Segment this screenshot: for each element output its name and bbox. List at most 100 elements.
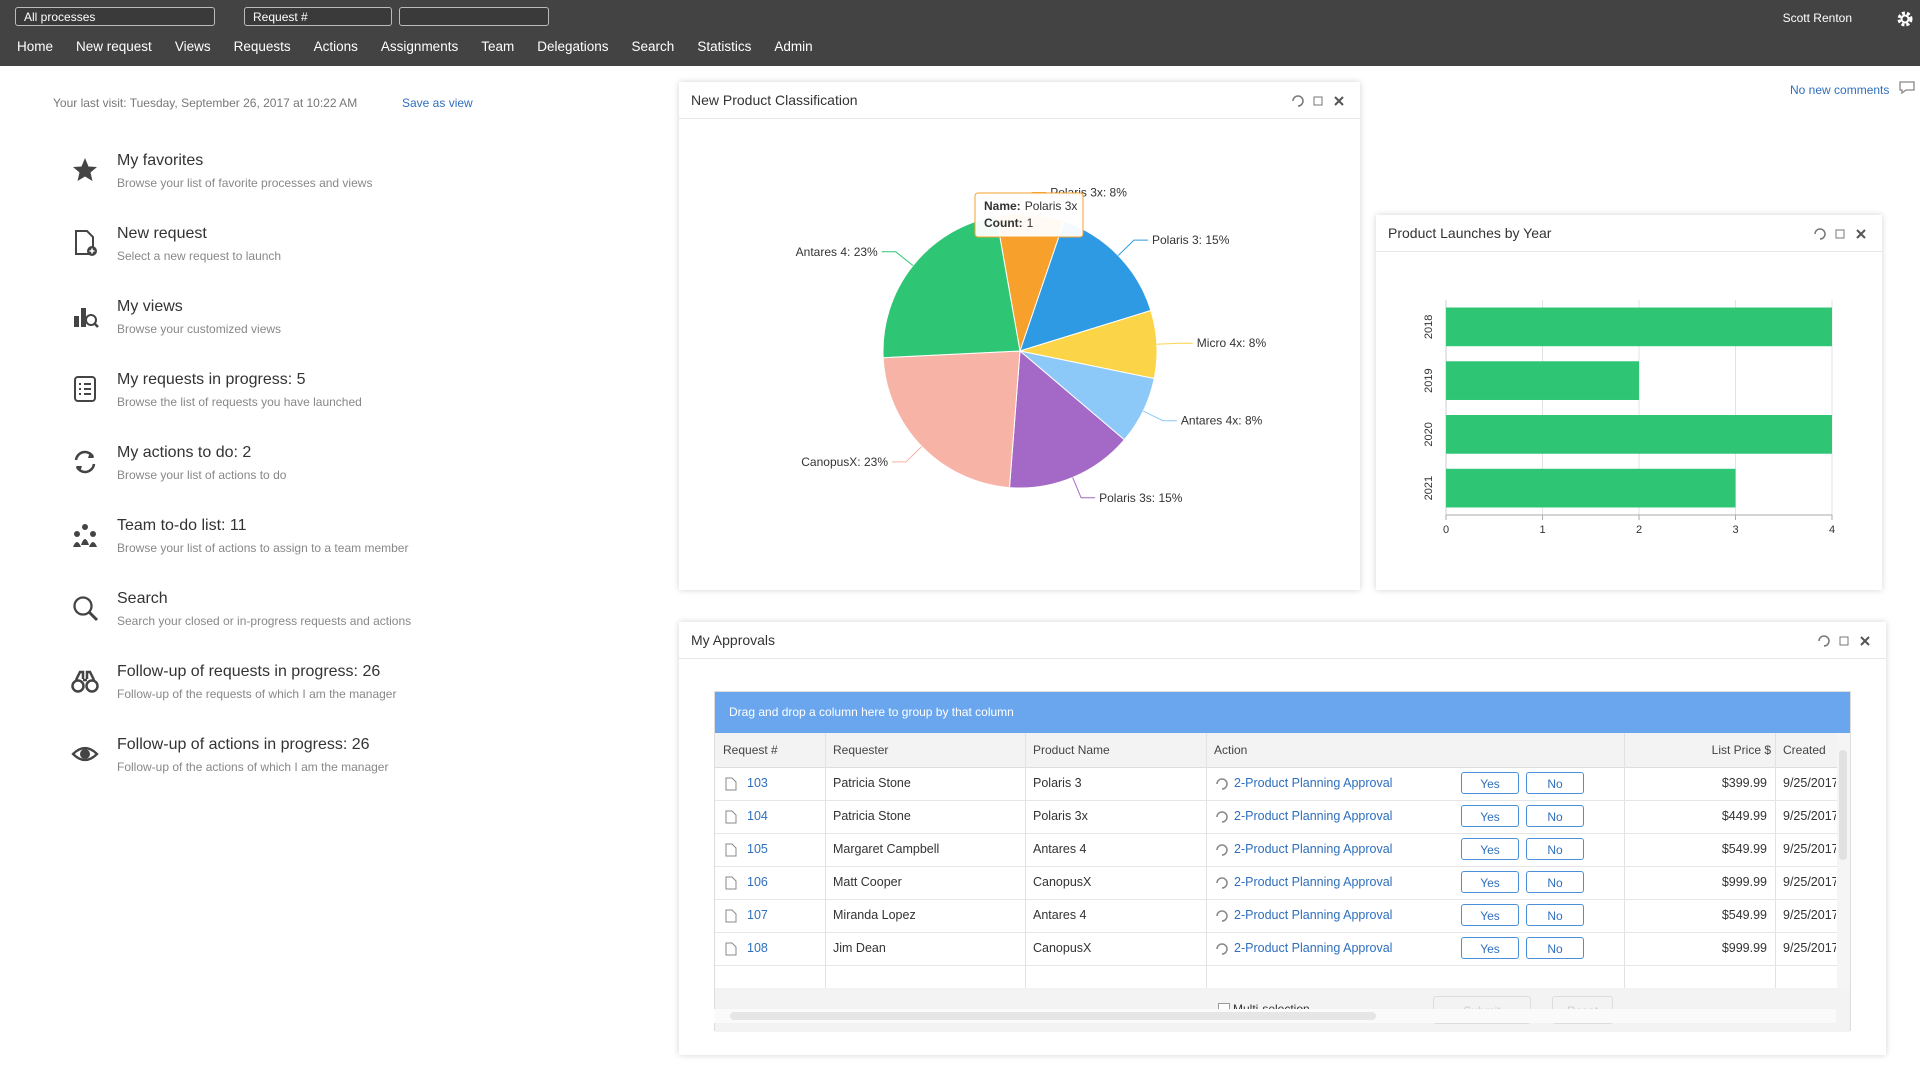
- no-button[interactable]: No: [1526, 937, 1584, 959]
- no-button[interactable]: No: [1526, 871, 1584, 893]
- menu-item[interactable]: New request Select a new request to launc…: [117, 225, 281, 263]
- menu-icon: [73, 596, 99, 622]
- icon-shape: [1216, 877, 1228, 889]
- action-link[interactable]: 2-Product Planning Approval: [1234, 908, 1393, 922]
- nav-item[interactable]: Assignments: [380, 39, 459, 54]
- menu-item[interactable]: Follow-up of actions in progress: 26 Foll…: [117, 736, 388, 774]
- popout-tool[interactable]: [1839, 636, 1849, 646]
- menu-item[interactable]: My actions to do: 2 Browse your list of a…: [117, 444, 286, 482]
- approvals-grid: Drag and drop a column here to group by …: [714, 691, 1851, 1032]
- menu-icon: [73, 158, 97, 181]
- product-name: Antares 4: [1033, 908, 1087, 922]
- menu-title: Follow-up of actions in progress: 26: [117, 736, 370, 753]
- icon-shape: [85, 314, 97, 326]
- icon-shape: [89, 248, 95, 254]
- close-tool[interactable]: [1334, 96, 1344, 106]
- save-view-link[interactable]: Save as view: [402, 96, 473, 110]
- yes-button[interactable]: Yes: [1461, 904, 1519, 926]
- scroll-thumb[interactable]: [730, 1012, 1376, 1020]
- close-tool[interactable]: [1860, 636, 1870, 646]
- nav-item[interactable]: Views: [174, 39, 211, 54]
- yes-button[interactable]: Yes: [1461, 772, 1519, 794]
- refresh-tool[interactable]: [1292, 95, 1304, 107]
- request-link[interactable]: 106: [747, 875, 768, 889]
- process-select[interactable]: All processes: [15, 7, 215, 26]
- close-tool[interactable]: [1856, 229, 1866, 239]
- icon-shape: [93, 322, 99, 328]
- menu-desc: Browse your list of actions to assign to…: [117, 541, 409, 555]
- user-name[interactable]: Scott Renton: [1782, 11, 1852, 25]
- nav-item[interactable]: Admin: [774, 39, 813, 54]
- list-price: $549.99: [1721, 908, 1767, 922]
- column-header[interactable]: Requester: [833, 743, 889, 757]
- action-link[interactable]: 2-Product Planning Approval: [1234, 941, 1393, 955]
- comment-icon[interactable]: [1898, 80, 1916, 95]
- nav-bar: Home New request Views Requests Actions Assig…: [17, 39, 813, 54]
- requester: Matt Cooper: [833, 875, 902, 889]
- widget-tools: [1292, 95, 1344, 107]
- comments-link[interactable]: No new comments: [1790, 83, 1890, 97]
- table-row: 103 Patricia Stone Polaris 3 2-Product Plan…: [715, 767, 1837, 801]
- nav-item[interactable]: Statistics: [697, 39, 752, 54]
- menu-item[interactable]: My favorites Browse your list of favorite…: [117, 152, 372, 190]
- table-row: 106 Matt Cooper CanopusX 2-Product Planning…: [715, 866, 1837, 900]
- approvals-widget: My Approvals Drag and drop a column here…: [679, 622, 1886, 1055]
- menu-item[interactable]: Search Search your closed or in-progress …: [117, 590, 411, 628]
- requester: Margaret Campbell: [833, 842, 940, 856]
- menu-item[interactable]: Follow-up of requests in progress: 26 Fol…: [117, 663, 396, 701]
- request-link[interactable]: 103: [747, 776, 768, 790]
- scroll-thumb[interactable]: [1839, 750, 1847, 860]
- no-button[interactable]: No: [1526, 805, 1584, 827]
- no-button[interactable]: No: [1526, 904, 1584, 926]
- popout-tool[interactable]: [1835, 229, 1845, 239]
- column-divider: [1206, 733, 1207, 988]
- action-link[interactable]: 2-Product Planning Approval: [1234, 875, 1393, 889]
- nav-item[interactable]: Actions: [313, 39, 358, 54]
- refresh-tool[interactable]: [1818, 635, 1830, 647]
- yes-button[interactable]: Yes: [1461, 805, 1519, 827]
- column-header[interactable]: Request #: [723, 743, 778, 757]
- action-link[interactable]: 2-Product Planning Approval: [1234, 842, 1393, 856]
- horizontal-scrollbar[interactable]: [714, 1009, 1836, 1023]
- request-link[interactable]: 108: [747, 941, 768, 955]
- column-header[interactable]: Product Name: [1033, 743, 1110, 757]
- field-select[interactable]: Request #: [244, 7, 392, 26]
- nav-item[interactable]: Delegations: [537, 39, 609, 54]
- nav-item[interactable]: New request: [76, 39, 152, 54]
- no-button[interactable]: No: [1526, 838, 1584, 860]
- nav-item[interactable]: Search: [631, 39, 675, 54]
- x-tick-label: 1: [1539, 524, 1545, 536]
- column-header[interactable]: Created: [1783, 743, 1826, 757]
- yes-button[interactable]: Yes: [1461, 871, 1519, 893]
- request-link[interactable]: 105: [747, 842, 768, 856]
- nav-item[interactable]: Requests: [233, 39, 291, 54]
- action-link[interactable]: 2-Product Planning Approval: [1234, 776, 1393, 790]
- yes-button[interactable]: Yes: [1461, 838, 1519, 860]
- menu-item[interactable]: My views Browse your customized views: [117, 298, 281, 336]
- menu-desc: Browse your list of actions to do: [117, 468, 287, 482]
- doc-icon: [725, 810, 737, 824]
- popout-tool[interactable]: [1313, 96, 1323, 106]
- nav-item[interactable]: Team: [481, 39, 515, 54]
- no-button[interactable]: No: [1526, 772, 1584, 794]
- menu-item[interactable]: My requests in progress: 5 Browse the lis…: [117, 371, 362, 409]
- nav-item[interactable]: Home: [17, 39, 54, 54]
- top-bar: All processes Request # Scott Renton Hom…: [0, 0, 1920, 66]
- request-link[interactable]: 104: [747, 809, 768, 823]
- doc-icon: [725, 942, 737, 956]
- refresh-tool[interactable]: [1814, 228, 1826, 240]
- action-link[interactable]: 2-Product Planning Approval: [1234, 809, 1393, 823]
- slice-label: Polaris 3s: 15%: [1099, 491, 1183, 505]
- menu-title: My requests in progress: 5: [117, 371, 306, 388]
- menu-desc: Follow-up of the actions of which I am t…: [117, 760, 389, 774]
- column-header[interactable]: List Price $: [1711, 743, 1771, 757]
- column-header[interactable]: Action: [1214, 743, 1248, 757]
- yes-button[interactable]: Yes: [1461, 937, 1519, 959]
- request-link[interactable]: 107: [747, 908, 768, 922]
- search-input[interactable]: [399, 7, 549, 26]
- settings-icon[interactable]: [1896, 10, 1914, 28]
- icon-shape: [87, 610, 99, 622]
- product-name: Polaris 3x: [1033, 809, 1088, 823]
- menu-item[interactable]: Team to-do list: 11 Browse your list of a…: [117, 517, 408, 555]
